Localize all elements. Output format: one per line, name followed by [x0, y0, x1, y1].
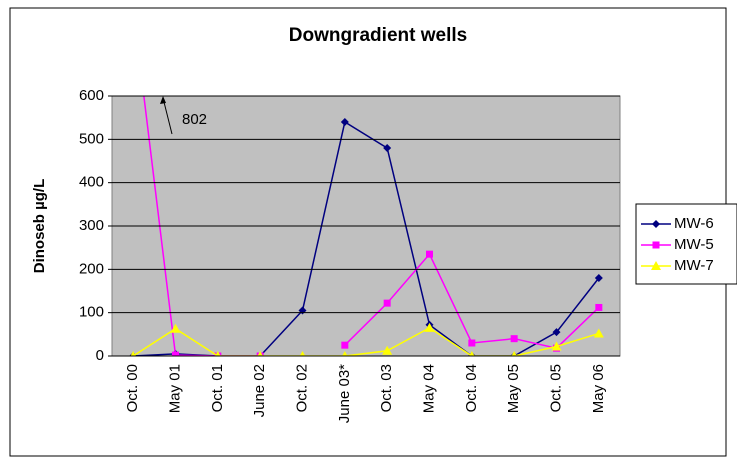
y-tick-label: 100: [79, 304, 104, 321]
legend-label: MW-5: [674, 236, 714, 253]
marker: [652, 241, 660, 249]
annotation-arrow: [162, 97, 173, 135]
series-line: [132, 326, 600, 356]
marker: [170, 323, 181, 333]
marker: [215, 351, 221, 356]
y-tick-label: 400: [79, 174, 104, 191]
x-tick-label: May 01: [166, 364, 183, 413]
marker: [257, 351, 263, 356]
marker: [299, 351, 306, 356]
marker: [511, 351, 517, 356]
y-tick-label: 300: [79, 217, 104, 234]
marker: [341, 341, 349, 349]
annotation: 802: [182, 111, 207, 128]
marker: [382, 345, 393, 355]
y-axis-label: Dinoseb µg/L: [31, 179, 48, 273]
marker: [340, 118, 349, 126]
x-tick-label: May 06: [590, 364, 607, 413]
y-tick-label: 600: [79, 87, 104, 104]
x-tick-label: June 02: [251, 364, 268, 417]
x-tick-label: May 04: [420, 364, 437, 413]
marker: [383, 144, 392, 152]
marker: [651, 261, 661, 270]
marker: [469, 351, 475, 356]
x-tick-label: Oct. 00: [124, 364, 141, 412]
x-tick-label: May 05: [505, 364, 522, 413]
x-tick-label: June 03*: [336, 364, 353, 423]
x-tick-label: Oct. 03: [378, 364, 395, 412]
legend-label: MW-6: [674, 215, 714, 232]
y-tick-label: 200: [79, 260, 104, 277]
x-tick-label: Oct. 04: [463, 364, 480, 412]
x-tick-label: Oct. 05: [547, 364, 564, 412]
chart-title: Downgradient wells: [289, 25, 467, 46]
x-tick-label: Oct. 01: [209, 364, 226, 412]
marker: [510, 335, 518, 343]
marker: [652, 220, 660, 228]
x-tick-label: Oct. 02: [293, 364, 310, 412]
marker: [594, 274, 603, 282]
marker: [342, 351, 348, 356]
y-tick-label: 500: [79, 130, 104, 147]
marker: [551, 341, 562, 351]
y-tick-label: 0: [96, 347, 104, 364]
legend-label: MW-7: [674, 257, 714, 274]
marker: [130, 351, 136, 356]
marker: [383, 299, 391, 307]
marker: [426, 250, 433, 258]
marker: [593, 328, 604, 338]
marker: [468, 339, 476, 347]
marker: [595, 303, 603, 311]
marker: [172, 351, 179, 356]
annotation-arrowhead: [160, 96, 166, 104]
marker: [552, 328, 561, 337]
marker: [424, 322, 435, 332]
